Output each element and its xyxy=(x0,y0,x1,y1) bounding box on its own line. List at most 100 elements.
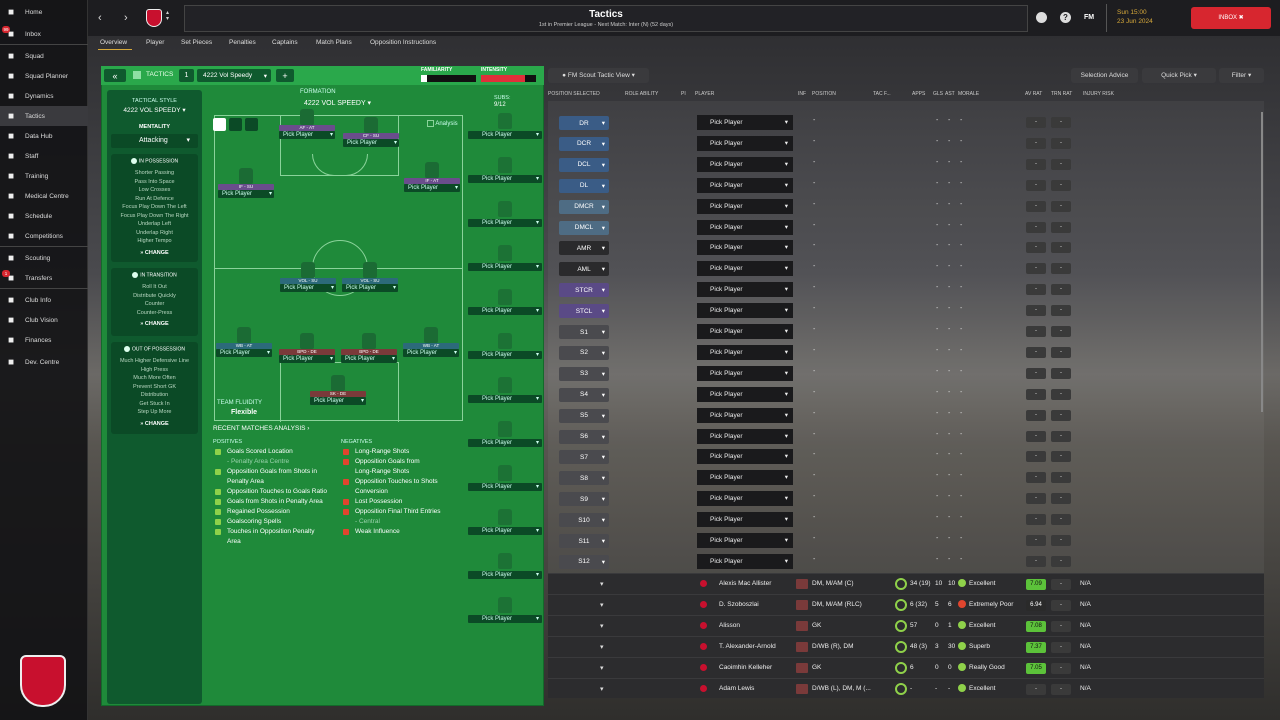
pick-player-select[interactable]: Pick Player ▾ xyxy=(280,284,336,292)
pick-player-select[interactable]: Pick Player ▾ xyxy=(468,219,542,227)
pick-player-select[interactable]: Pick Player ▾ xyxy=(697,240,793,256)
position-chip[interactable]: S6 ▾ xyxy=(559,429,609,444)
position-chip[interactable]: STCL ▾ xyxy=(559,304,609,319)
nav-item-transfers[interactable]: ■ Transfers 1 xyxy=(0,268,88,288)
chevron-down-icon[interactable]: ▾ xyxy=(600,581,604,588)
selection-advice-button[interactable]: Selection Advice xyxy=(1071,68,1138,83)
pick-player-select[interactable]: Pick Player ▾ xyxy=(403,349,459,357)
pitch-player-slot[interactable]: VOL - SU Pick Player ▾ xyxy=(342,262,398,292)
nav-item-schedule[interactable]: ■ Schedule xyxy=(0,206,88,226)
pick-player-select[interactable]: Pick Player ▾ xyxy=(697,115,793,130)
role-label[interactable]: VOL - SU xyxy=(342,278,398,284)
pitch-player-slot[interactable]: WB - AT Pick Player ▾ xyxy=(216,327,272,357)
globe-icon[interactable] xyxy=(1036,12,1047,23)
pick-player-select[interactable]: Pick Player ▾ xyxy=(216,349,272,357)
scrollbar[interactable] xyxy=(1261,112,1263,412)
tactic-select[interactable]: 4222 Vol Speedy ▾ xyxy=(197,69,271,82)
tab-set-pieces[interactable]: Set Pieces xyxy=(181,39,213,46)
analysis-toggle[interactable]: Analysis xyxy=(427,120,458,127)
pick-player-select[interactable]: Pick Player ▾ xyxy=(697,407,793,423)
pick-player-select[interactable]: Pick Player ▾ xyxy=(343,139,399,147)
role-label[interactable]: SK - DE xyxy=(310,391,366,397)
pick-player-select[interactable]: Pick Player ▾ xyxy=(697,365,793,381)
tactical-style-select[interactable]: 4222 VOL SPEEDY ▾ xyxy=(107,106,202,114)
pick-player-select[interactable]: Pick Player ▾ xyxy=(404,184,460,192)
collapse-button[interactable]: « xyxy=(104,69,126,82)
nav-item-scouting[interactable]: ■ Scouting xyxy=(0,248,88,268)
col-header[interactable]: TAC F... xyxy=(873,91,891,97)
role-label[interactable]: IF - SU xyxy=(218,184,274,190)
nav-item-training[interactable]: ■ Training xyxy=(0,166,88,186)
col-header[interactable]: MORALE xyxy=(958,91,980,97)
sub-slot[interactable]: Pick Player ▾ xyxy=(468,113,542,139)
nav-item-home[interactable]: ■ Home xyxy=(0,2,88,22)
pick-player-select[interactable]: Pick Player ▾ xyxy=(218,190,274,198)
player-row[interactable]: ▾ D. Szoboszlai DM, M/AM (RLC) 6 (32) 5 6 Extr… xyxy=(548,593,1264,615)
pick-player-select[interactable]: Pick Player ▾ xyxy=(279,131,335,139)
position-chip[interactable]: S7 ▾ xyxy=(559,450,609,465)
pitch-player-slot[interactable]: IF - AT Pick Player ▾ xyxy=(404,162,460,192)
chevron-down-icon[interactable]: ▾ xyxy=(600,601,604,609)
club-switch-icon[interactable]: ▴ ▾ xyxy=(166,10,170,22)
pick-player-select[interactable]: Pick Player ▾ xyxy=(697,135,793,151)
col-header[interactable]: AST xyxy=(945,91,955,97)
chevron-down-icon[interactable]: ▾ xyxy=(600,622,604,630)
sub-slot[interactable]: Pick Player ▾ xyxy=(468,245,542,271)
pick-player-select[interactable]: Pick Player ▾ xyxy=(468,395,542,403)
pick-player-select[interactable]: Pick Player ▾ xyxy=(468,571,542,579)
club-crest-icon[interactable] xyxy=(146,9,162,27)
pick-player-select[interactable]: Pick Player ▾ xyxy=(697,512,793,528)
inbox-button[interactable]: INBOX ✖ xyxy=(1191,7,1271,29)
player-name[interactable]: Alexis Mac Allister xyxy=(719,580,772,587)
position-chip[interactable]: S11 ▾ xyxy=(559,534,609,548)
pitch-player-slot[interactable]: SK - DE Pick Player ▾ xyxy=(310,375,366,405)
nav-item-staff[interactable]: ■ Staff xyxy=(0,146,88,166)
pick-player-select[interactable]: Pick Player ▾ xyxy=(697,282,793,298)
tab-opposition-instructions[interactable]: Opposition Instructions xyxy=(370,39,437,46)
role-label[interactable]: AF - AT xyxy=(279,125,335,131)
player-row[interactable]: ▾ Alexis Mac Allister DM, M/AM (C) 34 (19) 1… xyxy=(548,573,1264,594)
chevron-down-icon[interactable]: ▾ xyxy=(600,664,604,672)
view-stats-icon[interactable] xyxy=(229,118,242,131)
col-header[interactable]: PI xyxy=(681,91,686,97)
chevron-down-icon[interactable]: ▾ xyxy=(600,685,604,693)
position-chip[interactable]: AML ▾ xyxy=(559,262,609,277)
add-tactic-button[interactable]: + xyxy=(276,69,294,82)
role-label[interactable]: VOL - SU xyxy=(280,278,336,284)
nav-item-finances[interactable]: ■ Finances xyxy=(0,330,88,350)
tab-match-plans[interactable]: Match Plans xyxy=(316,39,352,46)
position-chip[interactable]: AMR ▾ xyxy=(559,241,609,256)
position-chip[interactable]: S2 ▾ xyxy=(559,345,609,360)
nav-item-inbox[interactable]: ■ Inbox 99 xyxy=(0,24,88,44)
position-chip[interactable]: DL ▾ xyxy=(559,178,609,193)
position-chip[interactable]: DMCR ▾ xyxy=(559,199,609,214)
forward-arrow-icon[interactable]: › xyxy=(124,12,128,24)
fm-logo[interactable]: FM xyxy=(1084,14,1095,21)
pick-player-select[interactable]: Pick Player ▾ xyxy=(697,198,793,214)
nav-item-tactics[interactable]: ■ Tactics xyxy=(0,106,88,126)
pick-player-select[interactable]: Pick Player ▾ xyxy=(697,449,793,465)
pick-player-select[interactable]: Pick Player ▾ xyxy=(468,351,542,359)
help-icon[interactable]: ? xyxy=(1060,12,1071,23)
pick-player-select[interactable]: Pick Player ▾ xyxy=(468,131,542,139)
pick-player-select[interactable]: Pick Player ▾ xyxy=(697,261,793,277)
pitch-player-slot[interactable]: VOL - SU Pick Player ▾ xyxy=(280,262,336,292)
position-chip[interactable]: DMCL ▾ xyxy=(559,220,609,235)
pick-player-select[interactable]: Pick Player ▾ xyxy=(468,483,542,491)
position-chip[interactable]: S5 ▾ xyxy=(559,408,609,423)
pick-player-select[interactable]: Pick Player ▾ xyxy=(279,355,335,363)
pitch-player-slot[interactable]: IF - SU Pick Player ▾ xyxy=(218,168,274,198)
pick-player-select[interactable]: Pick Player ▾ xyxy=(697,156,793,172)
pick-player-select[interactable]: Pick Player ▾ xyxy=(468,439,542,447)
sub-slot[interactable]: Pick Player ▾ xyxy=(468,289,542,315)
nav-item-data-hub[interactable]: ■ Data Hub xyxy=(0,126,88,146)
position-chip[interactable]: S9 ▾ xyxy=(559,492,609,507)
pick-player-select[interactable]: Pick Player ▾ xyxy=(697,324,793,339)
mentality-select[interactable]: Attacking ▾ xyxy=(111,134,198,148)
sub-slot[interactable]: Pick Player ▾ xyxy=(468,509,542,535)
pick-player-select[interactable]: Pick Player ▾ xyxy=(468,263,542,271)
out_possession-change-button[interactable]: » CHANGE xyxy=(111,421,198,427)
pick-player-select[interactable]: Pick Player ▾ xyxy=(341,355,397,363)
player-row[interactable]: ▾ Adam Lewis D/WB (L), DM, M (... - - - Excell… xyxy=(548,677,1264,699)
pitch-player-slot[interactable]: WB - AT Pick Player ▾ xyxy=(403,327,459,357)
